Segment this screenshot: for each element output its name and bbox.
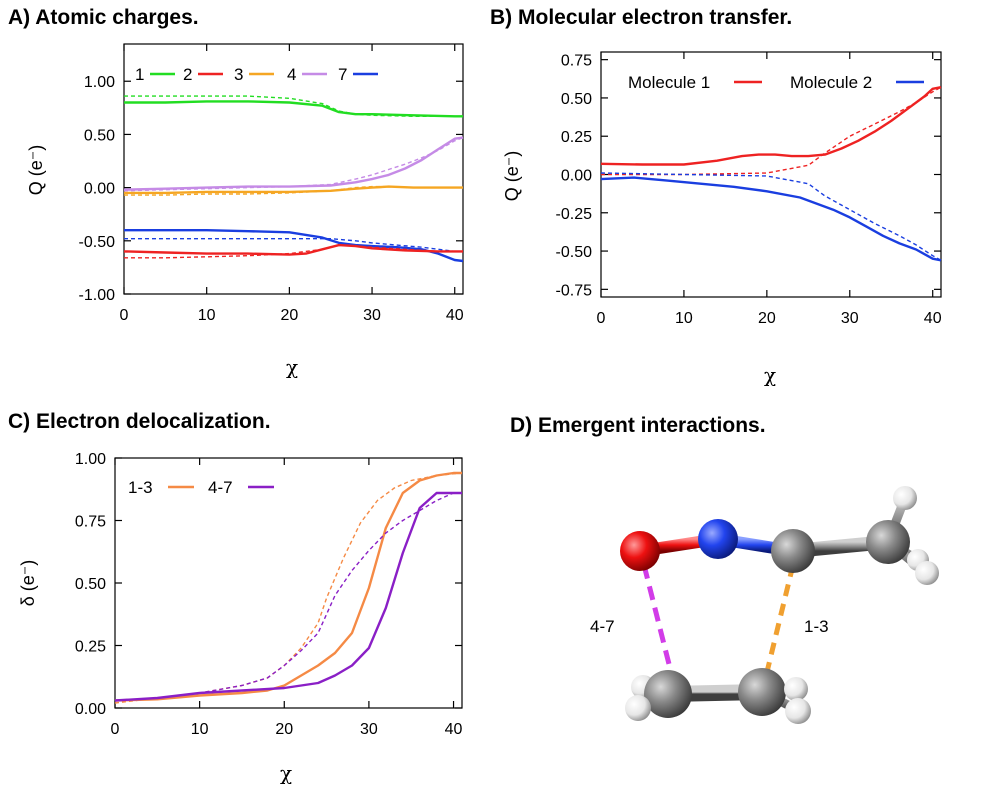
interaction-label-4-7: 4-7 <box>590 617 615 636</box>
chart-b: 0 10 20 30 40 -0.75 -0.50 -0.25 0.00 0.25 0.50 0.75… <box>556 51 942 327</box>
atom-h-right2 <box>915 561 939 585</box>
plot-frame-a <box>123 43 464 295</box>
y-tick-label: 0.75 <box>561 53 592 70</box>
y-tick-label: 0.50 <box>561 91 592 108</box>
interaction-label-1-3: 1-3 <box>804 617 829 636</box>
series-line-1-dashed <box>124 95 463 118</box>
y-tick-label: 0.75 <box>75 514 106 531</box>
x-tick-label: 30 <box>363 307 381 324</box>
legend-c: 1-3 4-7 <box>128 478 274 497</box>
series-line-Molecule 2-solid <box>600 176 942 262</box>
x-tick-label: 10 <box>191 721 209 738</box>
series-line-7-dashed <box>124 237 463 253</box>
panel-a-ylabel: Q (e⁻) <box>26 145 46 196</box>
legend-label: 1-3 <box>128 478 153 497</box>
atom-h-bl2 <box>625 695 651 721</box>
atom-c-imine <box>771 529 815 573</box>
atom-o <box>620 531 660 571</box>
x-tick-label: 0 <box>120 307 129 324</box>
atom-c-bottom-right <box>738 668 786 716</box>
legend-label: 4-7 <box>208 478 233 497</box>
series-line-4-solid <box>123 136 464 191</box>
series-line-4-7-dashed <box>114 492 462 702</box>
y-tick-label: -0.75 <box>556 282 593 299</box>
legend-label: 1 <box>135 65 144 84</box>
panel-b-title: B) Molecular electron transfer. <box>490 6 793 29</box>
panel-d-title: D) Emergent interactions. <box>510 414 766 437</box>
y-tick-label: -0.25 <box>556 206 593 223</box>
y-tick-label: 0.25 <box>561 129 592 146</box>
panel-c-xlabel: χ <box>280 761 292 785</box>
x-tick-label: 0 <box>597 310 606 327</box>
legend-label: Molecule 2 <box>790 73 872 92</box>
x-tick-label: 20 <box>758 310 776 327</box>
series-line-3-dashed <box>124 185 463 196</box>
y-tick-label: 1.00 <box>75 451 106 468</box>
atom-c-methyl <box>866 520 910 564</box>
atom-h-top <box>893 486 917 510</box>
series-line-4-dashed <box>123 136 464 192</box>
atom-n <box>698 519 738 559</box>
y-tick-label: 0.00 <box>84 181 115 198</box>
legend-label: 3 <box>234 65 243 84</box>
y-tick-label: 0.00 <box>561 168 592 185</box>
y-tick-label: 0.50 <box>75 576 106 593</box>
series-line-Molecule 1-solid <box>600 86 942 166</box>
panel-b-ylabel: Q (e⁻) <box>502 151 522 202</box>
y-tick-label: 0.00 <box>75 701 106 718</box>
panel-c-ylabel: δ (e⁻) <box>18 560 38 607</box>
series-line-2-dashed <box>124 244 463 259</box>
atom-c-bottom-left <box>644 670 692 718</box>
series-line-1-solid <box>124 100 463 118</box>
molecule-illustration: 4-7 1-3 <box>590 486 939 724</box>
panel-c-title: C) Electron delocalization. <box>8 410 271 433</box>
legend-label: Molecule 1 <box>628 73 710 92</box>
series-line-Molecule 1-dashed <box>601 86 942 176</box>
series-line-7-solid <box>124 228 464 263</box>
series-line-1-3-dashed <box>114 472 463 704</box>
x-tick-label: 0 <box>111 721 120 738</box>
y-tick-label: -0.50 <box>79 234 116 251</box>
x-tick-label: 40 <box>924 310 942 327</box>
atom-h-br2 <box>785 698 811 724</box>
x-tick-label: 30 <box>360 721 378 738</box>
y-tick-label: -0.50 <box>556 244 593 261</box>
x-tick-label: 20 <box>280 307 298 324</box>
interaction-1-3 <box>763 564 796 677</box>
chart-a: 0 10 20 30 40 -1.00 -0.50 0.00 0.50 1.00 1 2 3 4 7 <box>79 43 464 324</box>
interaction-4-7 <box>641 564 675 677</box>
series-line-1-3-solid <box>114 471 462 702</box>
series-line-4-7-solid <box>114 491 462 702</box>
panel-a-title: A) Atomic charges. <box>8 6 199 29</box>
panel-a-xlabel: χ <box>286 355 298 379</box>
x-tick-label: 40 <box>446 307 464 324</box>
y-tick-label: 1.00 <box>84 74 115 91</box>
y-tick-label: -1.00 <box>79 287 116 304</box>
legend-label: 7 <box>338 65 347 84</box>
x-tick-label: 30 <box>841 310 859 327</box>
panel-b-xlabel: χ <box>764 363 776 387</box>
x-tick-label: 40 <box>445 721 463 738</box>
chart-c: 0 10 20 30 40 0.00 0.25 0.50 0.75 1.00 1-3 4-7 <box>75 451 463 738</box>
atom-h-br1 <box>784 677 808 701</box>
legend-label: 4 <box>287 65 296 84</box>
y-tick-label: 0.25 <box>75 639 106 656</box>
series-line-Molecule 2-dashed <box>600 172 942 261</box>
y-tick-label: 0.50 <box>84 127 115 144</box>
plot-frame-c <box>114 457 463 709</box>
x-tick-label: 10 <box>675 310 693 327</box>
legend-a: 1 2 3 4 7 <box>135 65 378 84</box>
legend-b: Molecule 1 Molecule 2 <box>628 73 924 92</box>
legend-label: 2 <box>183 65 192 84</box>
x-tick-label: 10 <box>198 307 216 324</box>
x-tick-label: 20 <box>275 721 293 738</box>
